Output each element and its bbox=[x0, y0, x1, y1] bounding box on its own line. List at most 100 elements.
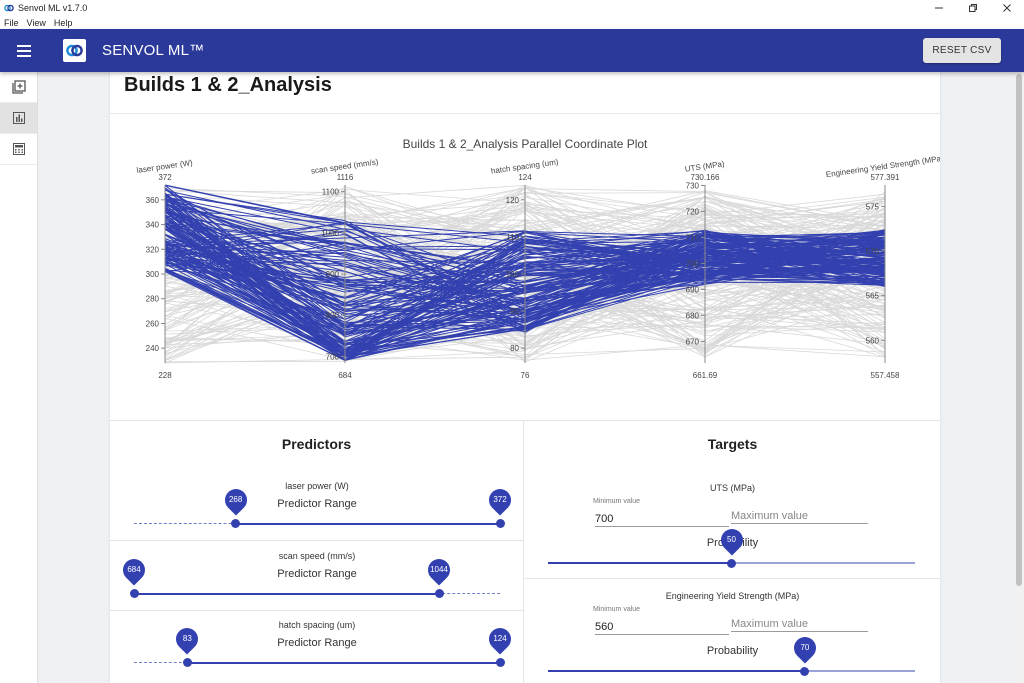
slider-high-thumb[interactable] bbox=[495, 658, 505, 667]
predictors-panel: Predictors laser power (W) Predictor Rang… bbox=[110, 421, 524, 683]
tick-label: 700 bbox=[686, 259, 700, 268]
window-titlebar: Senvol ML v1.7.0 bbox=[0, 0, 1024, 16]
tick-label: 360 bbox=[146, 196, 160, 205]
axis-min-label: 557.458 bbox=[871, 371, 900, 380]
min-value-field[interactable] bbox=[595, 511, 729, 527]
predictor-name: scan speed (mm/s) bbox=[278, 551, 356, 561]
predictor-row: laser power (W) Predictor Range 268 372 bbox=[110, 481, 524, 551]
max-value-field[interactable] bbox=[731, 616, 868, 632]
tick-label: 80 bbox=[510, 344, 519, 353]
min-value-field[interactable] bbox=[595, 619, 729, 635]
target-name: UTS (MPa) bbox=[710, 483, 755, 493]
axis-max-label: 1116 bbox=[337, 173, 354, 182]
tick-label: 320 bbox=[146, 245, 160, 254]
tick-label: 720 bbox=[686, 207, 700, 216]
tick-label: 710 bbox=[686, 233, 700, 242]
tick-label: 280 bbox=[146, 295, 160, 304]
chart-title: Builds 1 & 2_Analysis Parallel Coordinat… bbox=[403, 137, 648, 151]
probability-thumb[interactable] bbox=[727, 558, 736, 568]
slider-active-track bbox=[548, 670, 805, 672]
probability-label: Probability bbox=[706, 645, 759, 657]
axis-max-label: 730.166 bbox=[691, 173, 720, 182]
divider bbox=[110, 610, 524, 611]
menu-icon[interactable] bbox=[17, 44, 31, 57]
tick-label: 800 bbox=[326, 311, 340, 320]
tick-label: 730 bbox=[686, 181, 700, 190]
slider-low-thumb[interactable] bbox=[182, 658, 192, 667]
target-row: UTS (MPa)Minimum valueProbability50 bbox=[525, 481, 940, 575]
predictor-range-label: Predictor Range bbox=[277, 498, 357, 510]
predictor-range-slider[interactable]: 268 372 bbox=[134, 484, 516, 534]
probability-thumb[interactable] bbox=[800, 666, 810, 676]
app-brand-name: SENVOL ML™ bbox=[102, 42, 205, 59]
axis-max-label: 372 bbox=[158, 173, 172, 182]
probability-slider[interactable] bbox=[548, 670, 915, 672]
tick-label: 90 bbox=[510, 307, 519, 316]
page-scrollbar[interactable] bbox=[1014, 72, 1024, 683]
slider-low-value: 268 bbox=[228, 495, 243, 504]
tick-label: 340 bbox=[146, 221, 160, 230]
slider-low-thumb[interactable] bbox=[231, 519, 241, 528]
tick-label: 680 bbox=[686, 311, 700, 320]
menu-view[interactable]: View bbox=[26, 17, 46, 28]
tick-label: 900 bbox=[326, 270, 340, 279]
tick-label: 670 bbox=[686, 337, 700, 346]
scrollbar-thumb[interactable] bbox=[1016, 74, 1022, 586]
tick-label: 560 bbox=[866, 336, 880, 345]
slider-active-track bbox=[235, 523, 500, 525]
app-bar: SENVOL ML™ RESET CSV bbox=[0, 29, 1024, 72]
predictor-range-slider[interactable]: 83 124 bbox=[134, 623, 516, 673]
tick-label: 110 bbox=[506, 233, 519, 242]
tick-label: 575 bbox=[866, 202, 880, 211]
menu-file[interactable]: File bbox=[4, 17, 19, 28]
tick-label: 300 bbox=[146, 270, 160, 279]
probability-value: 70 bbox=[800, 643, 810, 652]
divider bbox=[525, 578, 940, 579]
predictor-name: laser power (W) bbox=[285, 481, 349, 491]
target-name: Engineering Yield Strength (MPa) bbox=[665, 591, 800, 601]
axis-min-label: 661.69 bbox=[693, 371, 718, 380]
tick-label: 1000 bbox=[321, 229, 339, 238]
axis-min-label: 76 bbox=[521, 371, 530, 380]
sidebar-item-calculator[interactable] bbox=[0, 134, 37, 165]
max-value-field[interactable] bbox=[731, 508, 868, 524]
axis-max-label: 124 bbox=[518, 173, 532, 182]
calculator-icon bbox=[12, 143, 25, 155]
page-title: Builds 1 & 2_Analysis bbox=[124, 74, 332, 96]
probability-value: 50 bbox=[727, 535, 736, 544]
slider-high-value: 124 bbox=[493, 634, 507, 643]
minimize-icon[interactable] bbox=[922, 0, 956, 16]
restore-icon[interactable] bbox=[956, 0, 990, 16]
divider bbox=[110, 420, 940, 421]
slider-active-track bbox=[187, 662, 500, 664]
slider-low-thumb[interactable] bbox=[129, 589, 139, 598]
tick-label: 690 bbox=[686, 285, 700, 294]
targets-title: Targets bbox=[707, 436, 758, 452]
sidebar-item-add[interactable] bbox=[0, 72, 37, 103]
predictor-row: scan speed (mm/s) Predictor Range 684 1044 bbox=[110, 551, 524, 621]
axis-label: UTS (MPa) bbox=[684, 159, 725, 174]
predictor-range-label: Predictor Range bbox=[277, 568, 357, 580]
slider-high-value: 1044 bbox=[430, 565, 448, 574]
tick-label: 120 bbox=[506, 196, 520, 205]
tick-label: 570 bbox=[866, 247, 880, 256]
window-title: Senvol ML v1.7.0 bbox=[18, 3, 88, 13]
add-dataset-icon bbox=[11, 80, 26, 94]
reset-csv-button[interactable]: RESET CSV bbox=[923, 38, 1001, 63]
axis-min-label: 228 bbox=[158, 371, 172, 380]
sidebar-item-analysis[interactable] bbox=[0, 103, 37, 134]
divider bbox=[110, 540, 524, 541]
targets-panel: Targets UTS (MPa) Minimum value Probabilit… bbox=[525, 421, 940, 683]
menu-bar: File View Help bbox=[0, 16, 1024, 29]
predictor-name: hatch spacing (um) bbox=[278, 620, 356, 630]
slider-high-thumb[interactable] bbox=[434, 589, 444, 598]
close-icon[interactable] bbox=[990, 0, 1024, 16]
slider-low-value: 83 bbox=[182, 634, 192, 643]
axis-max-label: 577.391 bbox=[871, 173, 900, 182]
menu-help[interactable]: Help bbox=[53, 17, 73, 28]
sidebar bbox=[0, 72, 38, 683]
slider-high-thumb[interactable] bbox=[495, 519, 505, 528]
axis-min-label: 684 bbox=[338, 371, 352, 380]
predictor-range-slider[interactable]: 684 1044 bbox=[118, 554, 500, 604]
